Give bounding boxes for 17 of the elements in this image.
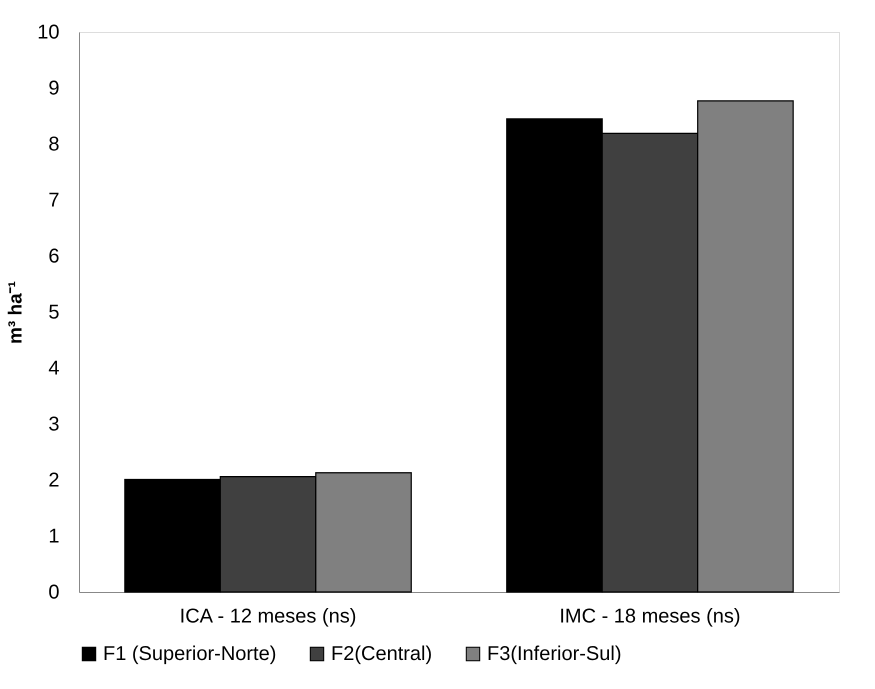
y-tick-label: 9 (48, 78, 60, 100)
y-tick-label: 10 (37, 22, 60, 44)
y-tick-label: 8 (48, 134, 60, 156)
y-tick-label: 4 (48, 358, 60, 380)
y-tick-label: 7 (48, 190, 60, 212)
y-tick-label: 6 (48, 246, 60, 268)
y-tick-label: 2 (48, 470, 60, 492)
y-tick-label: 1 (48, 526, 60, 548)
y-tick-label: 0 (48, 582, 60, 604)
legend-label: F3(Inferior-Sul) (487, 643, 622, 665)
y-tick-label: 3 (48, 414, 60, 436)
legend-label: F1 (Superior-Norte) (103, 643, 276, 665)
y-tick-label: 5 (48, 302, 60, 324)
legend-label: F2(Central) (331, 643, 432, 665)
x-tick-label: ICA - 12 meses (ns) (180, 606, 356, 628)
y-axis-title: m³ ha⁻¹ (5, 281, 26, 344)
x-tick-label: IMC - 18 meses (ns) (559, 606, 741, 628)
